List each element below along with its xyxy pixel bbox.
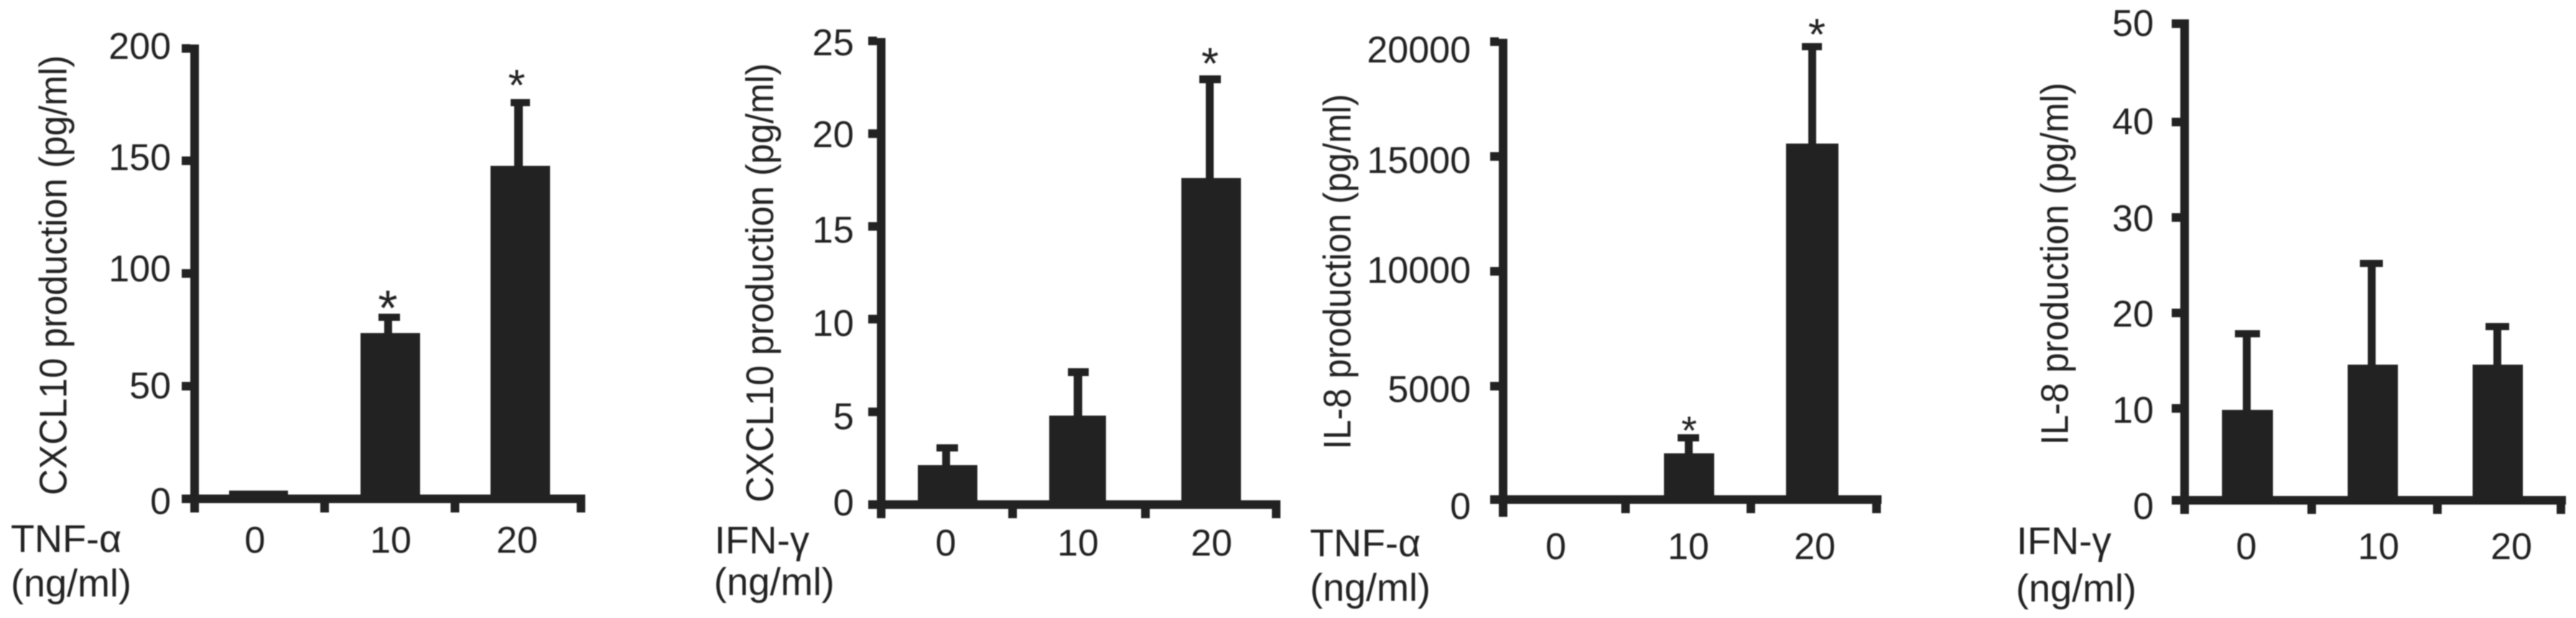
svg-text:CXCL10 production (pg/ml): CXCL10 production (pg/ml) — [738, 63, 781, 502]
svg-text:20: 20 — [1191, 523, 1232, 564]
svg-text:5: 5 — [833, 396, 854, 438]
svg-text:150: 150 — [108, 137, 171, 179]
svg-text:10: 10 — [2112, 390, 2154, 431]
svg-text:CXCL10 production (pg/ml): CXCL10 production (pg/ml) — [32, 55, 75, 495]
svg-text:25: 25 — [812, 22, 854, 64]
svg-text:IL-8 production (pg/ml): IL-8 production (pg/ml) — [2033, 83, 2076, 445]
svg-text:15000: 15000 — [1367, 140, 1471, 182]
svg-text:15: 15 — [812, 210, 854, 251]
svg-text:TNF-α: TNF-α — [11, 518, 121, 561]
svg-text:0: 0 — [2133, 486, 2154, 528]
svg-text:40: 40 — [2112, 101, 2154, 143]
svg-text:10: 10 — [1668, 526, 1709, 568]
svg-text:(ng/ml): (ng/ml) — [714, 561, 834, 604]
svg-text:0: 0 — [245, 520, 266, 561]
svg-text:0: 0 — [833, 482, 854, 524]
svg-text:10: 10 — [1057, 523, 1099, 564]
svg-text:TNF-α: TNF-α — [1310, 522, 1420, 565]
svg-text:20: 20 — [496, 520, 538, 561]
svg-text:20000: 20000 — [1367, 29, 1471, 71]
svg-text:0: 0 — [936, 523, 957, 564]
svg-text:20: 20 — [2112, 294, 2154, 335]
svg-text:20: 20 — [2491, 526, 2532, 568]
svg-text:10: 10 — [2358, 526, 2399, 568]
svg-text:20: 20 — [1794, 526, 1836, 568]
svg-text:30: 30 — [2112, 198, 2154, 240]
svg-text:(ng/ml): (ng/ml) — [2016, 567, 2136, 610]
svg-text:10: 10 — [812, 303, 854, 345]
svg-text:0: 0 — [1450, 486, 1471, 528]
svg-text:*: * — [1681, 408, 1697, 453]
svg-text:10000: 10000 — [1367, 250, 1471, 291]
svg-text:50: 50 — [2112, 3, 2154, 45]
svg-text:5000: 5000 — [1387, 369, 1471, 411]
svg-text:100: 100 — [108, 248, 171, 290]
svg-text:IFN-γ: IFN-γ — [2017, 520, 2111, 563]
svg-text:200: 200 — [108, 26, 171, 67]
svg-text:(ng/ml): (ng/ml) — [1310, 566, 1431, 609]
svg-text:*: * — [508, 61, 526, 110]
svg-text:50: 50 — [129, 365, 171, 407]
svg-text:*: * — [1201, 39, 1219, 89]
svg-text:20: 20 — [812, 114, 854, 156]
svg-text:0: 0 — [150, 481, 171, 523]
svg-text:(ng/ml): (ng/ml) — [11, 562, 131, 605]
svg-text:IL-8 production (pg/ml): IL-8 production (pg/ml) — [1316, 94, 1359, 449]
svg-text:0: 0 — [1545, 526, 1566, 568]
svg-text:IFN-γ: IFN-γ — [715, 519, 809, 562]
svg-text:*: * — [378, 280, 397, 336]
svg-text:0: 0 — [2236, 526, 2257, 568]
svg-text:10: 10 — [370, 520, 411, 561]
svg-text:*: * — [1808, 11, 1826, 60]
